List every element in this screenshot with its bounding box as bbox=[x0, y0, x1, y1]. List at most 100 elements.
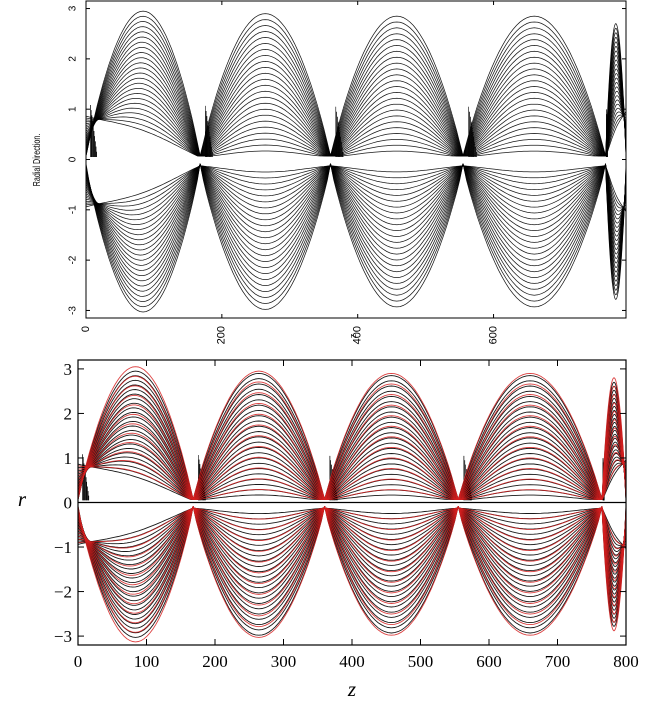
top-streamline-upper bbox=[199, 96, 331, 157]
top-streamline-upper bbox=[330, 33, 464, 157]
top-streamline-lower bbox=[86, 165, 201, 216]
top-streamline-upper bbox=[86, 77, 201, 157]
top-streamline-lower bbox=[330, 165, 464, 202]
top-streamline-upper bbox=[462, 45, 606, 157]
bottom-streamline-upper bbox=[457, 421, 603, 500]
bottom-streamline-upper bbox=[192, 446, 325, 500]
top-streamline-lower bbox=[86, 164, 201, 256]
top-streamline-lower bbox=[330, 164, 464, 220]
top-y-tick-label: 2 bbox=[68, 56, 79, 62]
bottom-streamline-lower bbox=[324, 507, 459, 530]
top-streamline-upper bbox=[463, 144, 606, 157]
top-y-tick-label: 1 bbox=[68, 106, 79, 112]
bottom-streamline-upper bbox=[192, 413, 325, 500]
top-streamline-lower bbox=[462, 164, 606, 226]
bottom-streamline-lower bbox=[457, 507, 603, 552]
bottom-streamline-upper bbox=[324, 390, 459, 500]
top-streamline-lower bbox=[462, 164, 606, 231]
top-streamline-upper bbox=[86, 15, 201, 157]
top-streamline-lower bbox=[330, 165, 464, 179]
top-streamline-lower bbox=[86, 165, 201, 225]
top-streamline-upper bbox=[199, 84, 331, 157]
top-streamline-upper bbox=[330, 21, 464, 157]
top-x-axis-label: z bbox=[348, 333, 358, 338]
top-streamline-upper bbox=[330, 139, 463, 157]
top-streamline-lower bbox=[200, 165, 331, 173]
top-x-tick-labels: 0 200 400 600 bbox=[80, 326, 500, 344]
top-streamline-lower bbox=[330, 164, 464, 208]
bottom-streamline-upper bbox=[78, 464, 194, 500]
top-streamline-lower bbox=[199, 163, 331, 286]
top-streamline-lower bbox=[86, 164, 201, 282]
top-y-tick-label: 0 bbox=[68, 156, 79, 162]
bottom-streamline-lower bbox=[324, 506, 459, 573]
top-streamline-upper bbox=[86, 10, 201, 157]
top-streamline-lower bbox=[86, 163, 201, 297]
bottom-streamline-lower bbox=[192, 506, 326, 631]
bottom-streamline-upper bbox=[192, 399, 325, 500]
bottom-streamline-lower bbox=[457, 506, 603, 598]
bottom-streamline-upper bbox=[78, 463, 194, 500]
bottom-streamline-lower bbox=[192, 507, 325, 552]
top-streamline-lower bbox=[86, 163, 201, 302]
top-streamline-lower bbox=[199, 164, 331, 274]
bottom-streamline-upper bbox=[78, 423, 194, 500]
top-streamline-upper bbox=[462, 74, 606, 157]
bottom-streamline-lower bbox=[192, 507, 325, 542]
bottom-y-tick-label: −3 bbox=[54, 627, 72, 646]
bottom-streamline-lower bbox=[192, 507, 325, 563]
bottom-streamline-lower bbox=[601, 507, 626, 550]
bottom-streamline-lower bbox=[324, 506, 459, 583]
bottom-streamline-lower bbox=[457, 507, 603, 562]
top-streamline-lower bbox=[462, 163, 606, 308]
bottom-streamline-upper bbox=[192, 409, 325, 500]
bottom-streamline-upper bbox=[458, 484, 602, 500]
top-streamline-lower bbox=[86, 164, 201, 246]
bottom-streamline-lower bbox=[78, 506, 194, 595]
bottom-streamline-lower bbox=[78, 506, 194, 602]
top-streamline-lower bbox=[86, 164, 201, 276]
top-streamline-upper bbox=[330, 15, 464, 157]
bottom-streamline-lower bbox=[78, 506, 194, 593]
bottom-streamline-lower bbox=[457, 505, 603, 634]
top-streamline-lower bbox=[199, 163, 331, 298]
top-streamline-lower bbox=[605, 165, 626, 209]
top-streamline-lower bbox=[330, 164, 464, 273]
bottom-streamline-lower bbox=[458, 507, 603, 525]
bottom-streamline-lower bbox=[324, 506, 459, 604]
bottom-streamline-upper bbox=[193, 494, 325, 500]
top-streamline-upper bbox=[330, 92, 464, 157]
bottom-streamline-lower bbox=[457, 506, 603, 594]
top-streamline-upper bbox=[199, 31, 331, 157]
bottom-streamline-lower bbox=[78, 506, 194, 586]
top-streamline-lower bbox=[330, 163, 464, 296]
bottom-streamline-upper bbox=[324, 453, 459, 500]
top-streamline-lower bbox=[200, 165, 331, 185]
bottom-streamline-lower bbox=[78, 506, 194, 633]
top-streamline-upper bbox=[200, 132, 331, 157]
bottom-streamline-upper bbox=[458, 473, 602, 500]
bottom-streamline-lower bbox=[78, 506, 194, 584]
bottom-streamline-lower bbox=[78, 506, 194, 614]
bottom-streamline-lower bbox=[192, 506, 326, 628]
top-streamline-upper bbox=[86, 102, 201, 157]
bottom-streamline-lower bbox=[192, 506, 326, 617]
top-streamline-lower bbox=[330, 165, 464, 173]
bottom-streamline-lower bbox=[324, 506, 459, 577]
bottom-streamline-lower bbox=[324, 507, 459, 525]
top-streamlines bbox=[86, 10, 626, 313]
bottom-streamline-lower bbox=[192, 506, 325, 578]
bottom-streamline-upper bbox=[324, 404, 459, 500]
bottom-streamline-upper bbox=[324, 411, 459, 500]
bottom-x-tick-label: 300 bbox=[271, 652, 297, 671]
top-streamline-upper bbox=[462, 109, 606, 157]
top-streamline-upper bbox=[86, 36, 201, 157]
bottom-streamline-upper bbox=[192, 392, 326, 500]
bottom-streamline-upper bbox=[458, 463, 603, 500]
top-streamline-lower bbox=[462, 163, 606, 296]
top-streamline-upper bbox=[199, 43, 331, 157]
top-streamline-lower bbox=[199, 164, 331, 257]
top-streamline-upper bbox=[462, 56, 606, 157]
bottom-streamline-upper bbox=[458, 478, 602, 500]
top-streamline-upper bbox=[462, 21, 606, 157]
